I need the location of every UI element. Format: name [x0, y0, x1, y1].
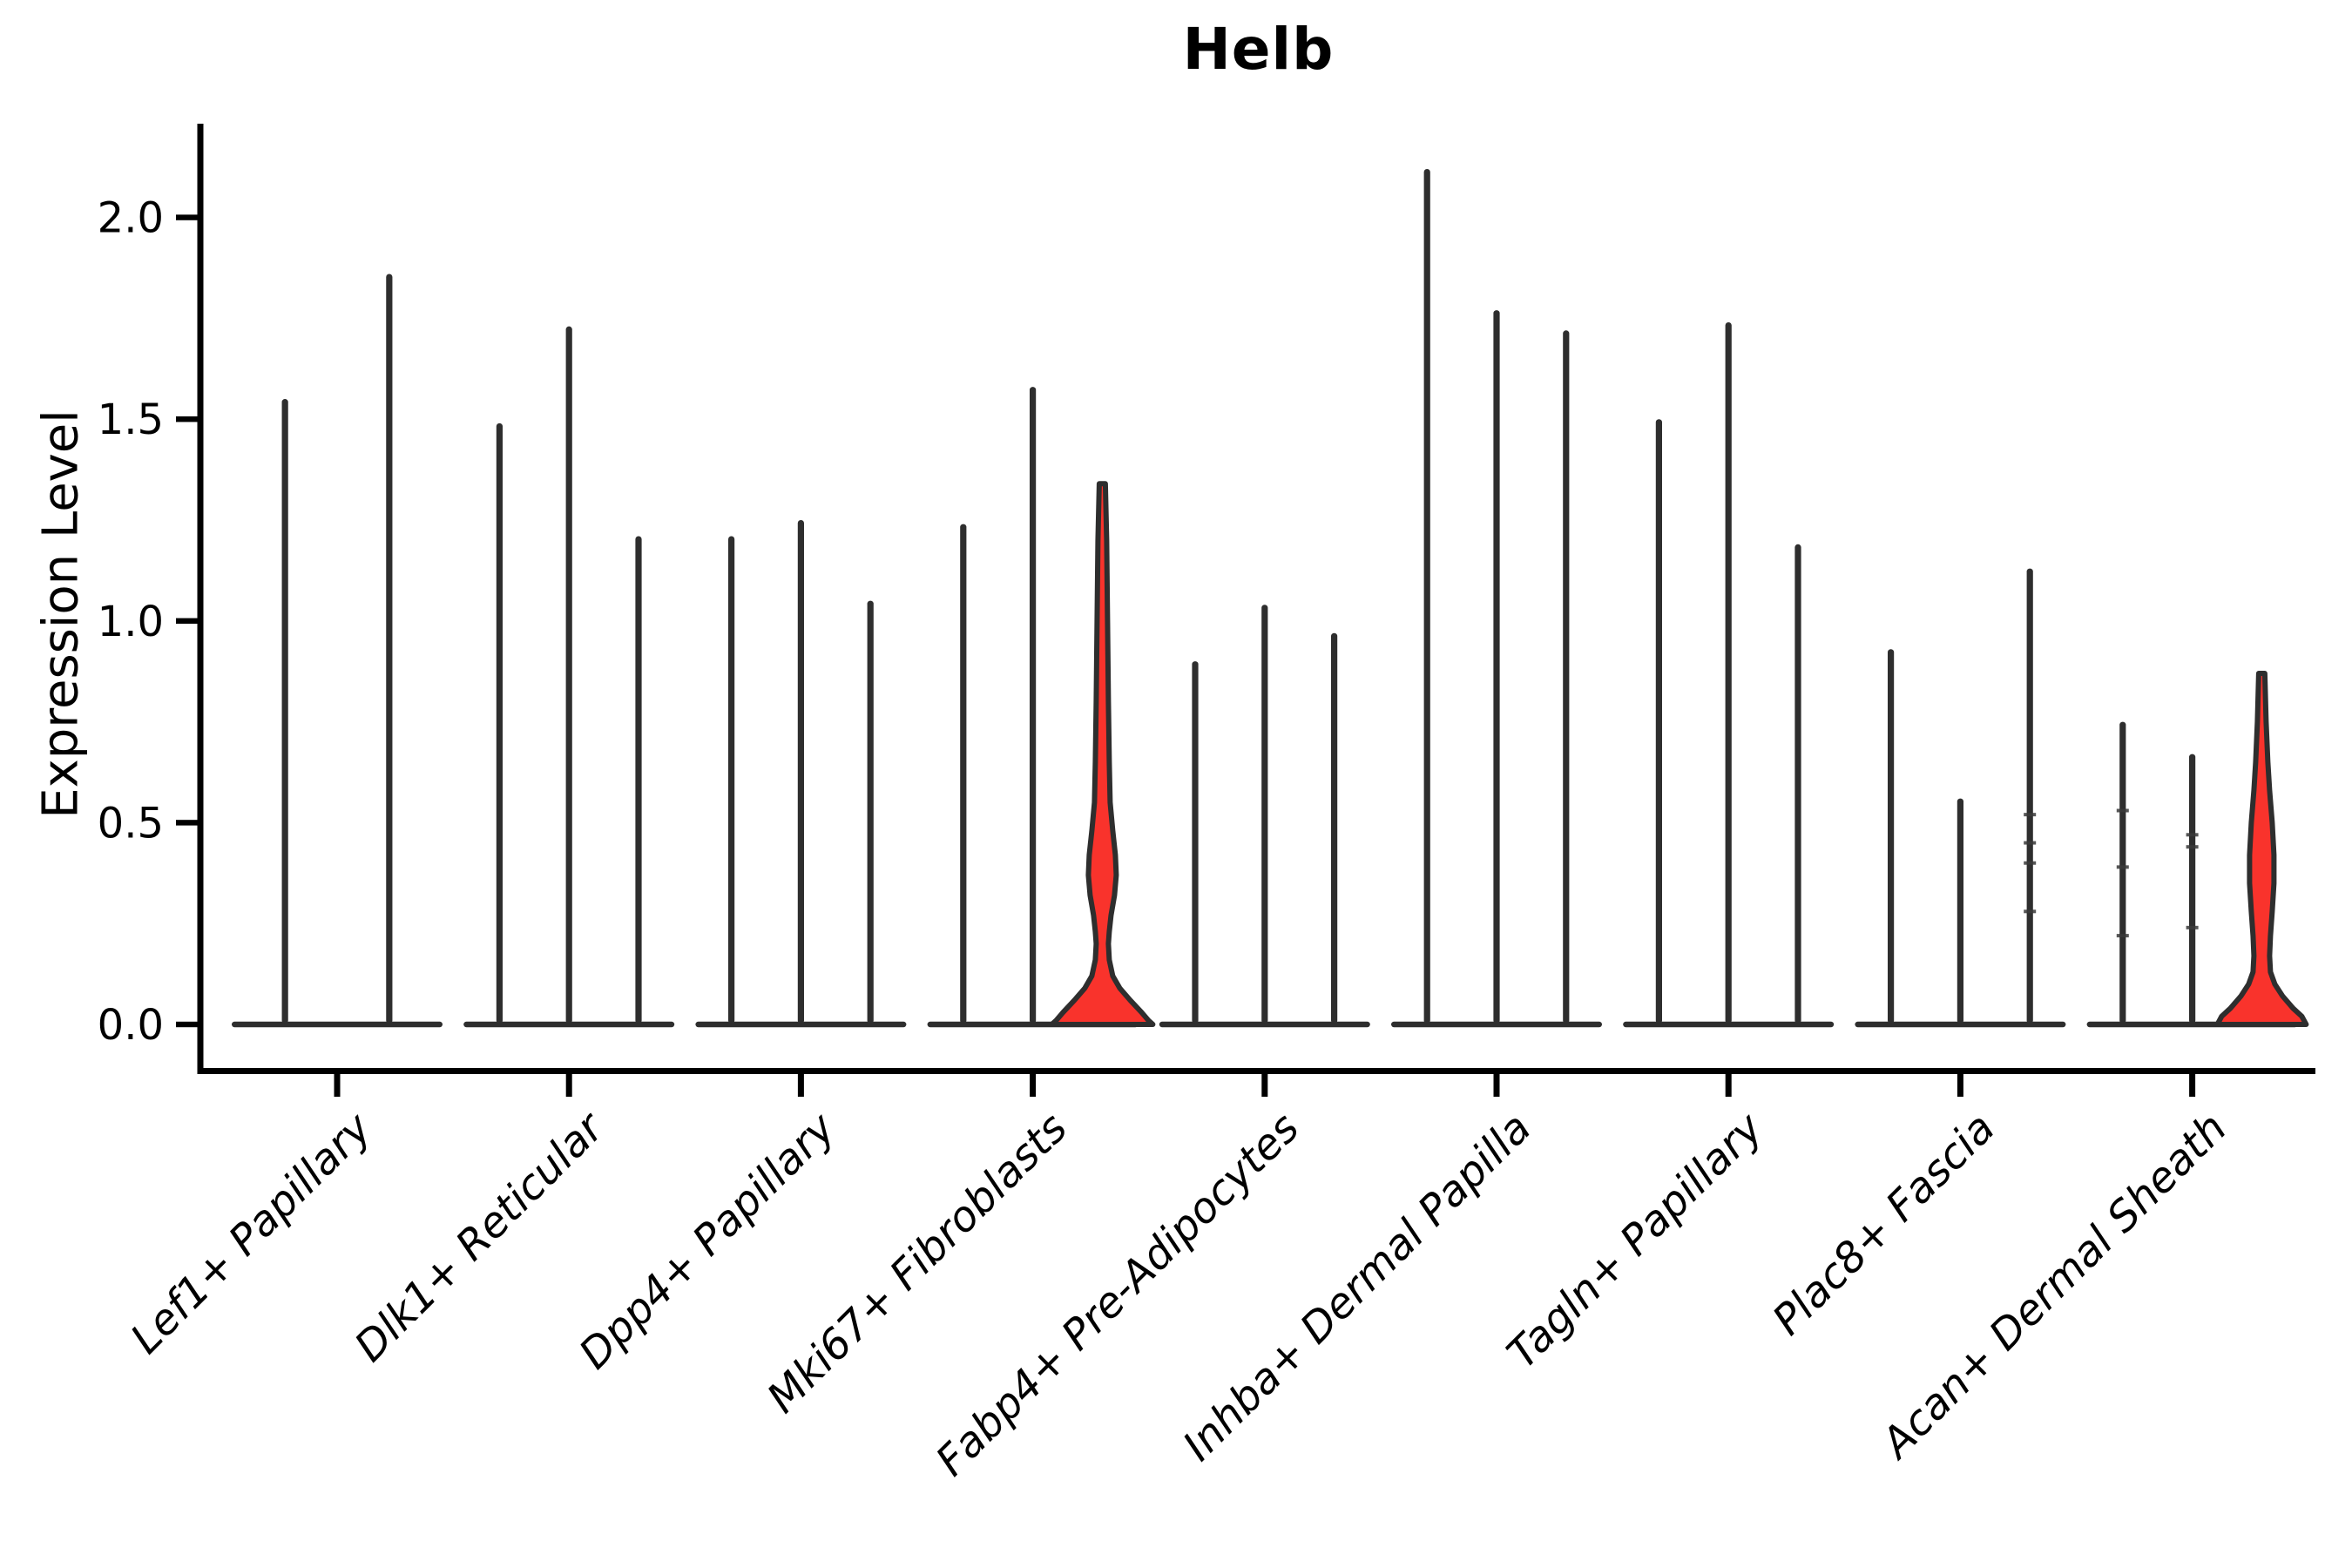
jitter-point	[2024, 813, 2037, 817]
spike-violin	[1794, 544, 1801, 1024]
y-tick	[176, 618, 198, 624]
y-tick	[176, 1021, 198, 1028]
violin-baseline	[1391, 1021, 1602, 1028]
violin-baseline	[695, 1021, 907, 1028]
spike-violin	[1192, 661, 1199, 1024]
spike-violin	[496, 422, 503, 1024]
y-tick-label: 0.5	[98, 799, 164, 848]
spike-violin	[728, 536, 735, 1024]
spike-violin	[2189, 754, 2196, 1024]
y-tick-label: 2.0	[98, 194, 164, 243]
spike-violin	[960, 524, 967, 1024]
filled-violin	[2214, 671, 2309, 1027]
violin-baseline	[232, 1021, 443, 1028]
jitter-point	[2186, 845, 2199, 849]
spike-violin	[565, 326, 572, 1024]
x-tick	[1030, 1074, 1037, 1097]
spike-violin	[1888, 649, 1895, 1024]
spike-violin	[2026, 568, 2033, 1024]
jitter-point	[2024, 909, 2037, 914]
y-tick-label: 1.0	[98, 598, 164, 646]
spike-violin	[1261, 605, 1268, 1024]
violin-baseline	[463, 1021, 675, 1028]
y-axis-label: Expression Level	[32, 409, 90, 819]
jitter-point	[2186, 833, 2199, 837]
x-tick	[565, 1074, 572, 1097]
chart-title: Helb	[1182, 16, 1335, 83]
y-tick	[176, 820, 198, 826]
filled-violin	[1049, 481, 1156, 1027]
spike-violin	[797, 520, 804, 1024]
x-tick	[1493, 1074, 1500, 1097]
x-tick	[1957, 1074, 1963, 1097]
y-tick-label: 0.0	[98, 1001, 164, 1050]
x-tick	[1725, 1074, 1732, 1097]
spike-violin	[1957, 798, 1963, 1024]
x-tick-label: Dlk1+ Reticular	[345, 1102, 615, 1372]
spike-violin	[867, 600, 874, 1024]
jitter-point	[2116, 808, 2129, 813]
y-tick	[176, 416, 198, 422]
spike-violin	[1423, 169, 1430, 1024]
x-axis-spine	[197, 1068, 2315, 1074]
spike-violin	[635, 536, 642, 1024]
violin-baseline	[1855, 1021, 2066, 1028]
x-tick-label: Plac8+ Fascia	[1763, 1104, 2004, 1345]
spike-violin	[386, 274, 393, 1024]
spike-violin	[1493, 310, 1500, 1024]
violin-baseline	[1623, 1021, 1835, 1028]
jitter-point	[2186, 925, 2199, 929]
spike-violin	[1331, 632, 1338, 1024]
spike-violin	[281, 399, 288, 1024]
x-tick-label: Tagln+ Papillary	[1497, 1103, 1773, 1378]
spike-violin	[1655, 419, 1662, 1024]
jitter-point	[2116, 865, 2129, 869]
spike-violin	[1030, 387, 1037, 1024]
x-tick	[797, 1074, 804, 1097]
jitter-point	[2024, 841, 2037, 845]
jitter-point	[2116, 934, 2129, 938]
y-tick-label: 1.5	[98, 395, 164, 444]
y-tick	[176, 214, 198, 220]
jitter-point	[2024, 861, 2037, 865]
x-tick-label: Lef1+ Papillary	[121, 1103, 382, 1363]
x-tick	[1261, 1074, 1268, 1097]
spike-violin	[1725, 322, 1732, 1024]
violin-baseline	[1159, 1021, 1370, 1028]
spike-violin	[1563, 330, 1570, 1024]
x-tick	[334, 1074, 341, 1097]
spike-violin	[2119, 721, 2126, 1024]
y-axis-spine	[197, 124, 204, 1074]
x-tick	[2189, 1074, 2196, 1097]
x-tick-label: Dpp4+ Papillary	[570, 1103, 845, 1378]
